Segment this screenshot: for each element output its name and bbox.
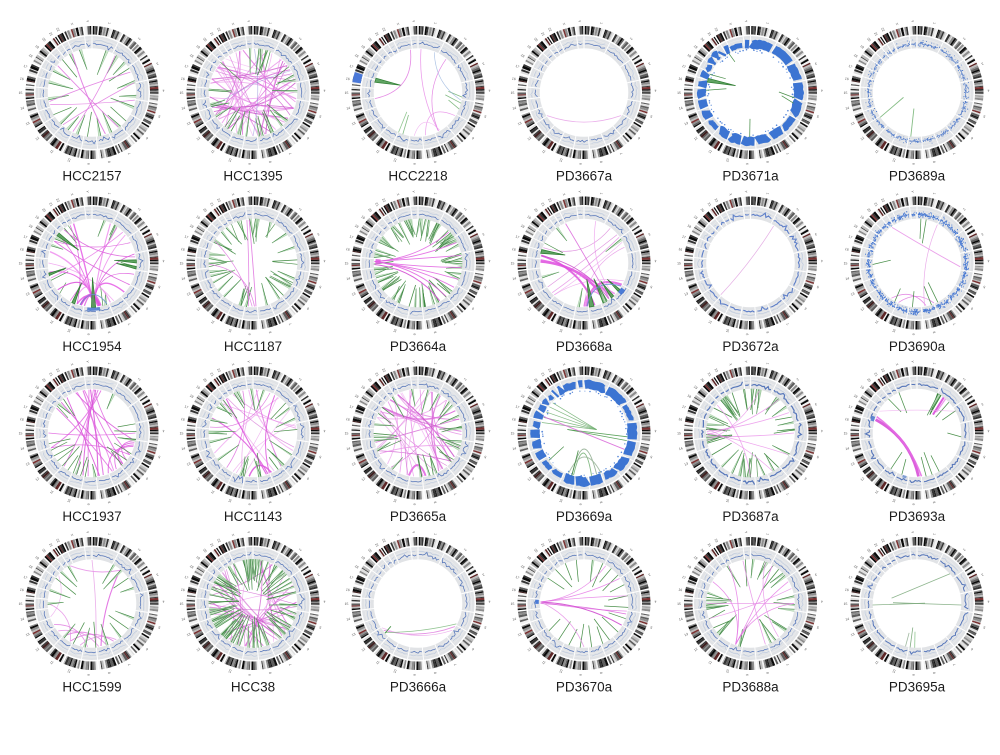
svg-text:PD3671a: PD3671a	[722, 169, 779, 184]
svg-text:HCC1143: HCC1143	[224, 509, 282, 524]
svg-text:PD3695a: PD3695a	[889, 680, 946, 695]
svg-text:PD3669a: PD3669a	[556, 509, 613, 524]
svg-text:PD3672a: PD3672a	[722, 339, 779, 354]
svg-text:PD3690a: PD3690a	[889, 339, 946, 354]
svg-text:HCC1395: HCC1395	[223, 169, 282, 184]
svg-text:PD3687a: PD3687a	[722, 509, 779, 524]
svg-text:PD3664a: PD3664a	[390, 339, 447, 354]
svg-text:HCC1954: HCC1954	[62, 339, 122, 354]
svg-text:PD3667a: PD3667a	[556, 169, 613, 184]
svg-text:HCC2157: HCC2157	[62, 169, 121, 184]
svg-text:HCC38: HCC38	[231, 680, 275, 695]
svg-text:HCC1937: HCC1937	[62, 509, 121, 524]
svg-text:PD3693a: PD3693a	[889, 509, 946, 524]
svg-text:HCC1187: HCC1187	[224, 339, 282, 354]
svg-text:PD3689a: PD3689a	[889, 169, 946, 184]
svg-text:HCC2218: HCC2218	[388, 169, 447, 184]
svg-text:PD3688a: PD3688a	[722, 680, 779, 695]
svg-text:PD3670a: PD3670a	[556, 680, 613, 695]
svg-text:PD3668a: PD3668a	[556, 339, 613, 354]
svg-text:PD3665a: PD3665a	[390, 509, 447, 524]
svg-text:HCC1599: HCC1599	[62, 680, 121, 695]
svg-text:PD3666a: PD3666a	[390, 680, 447, 695]
